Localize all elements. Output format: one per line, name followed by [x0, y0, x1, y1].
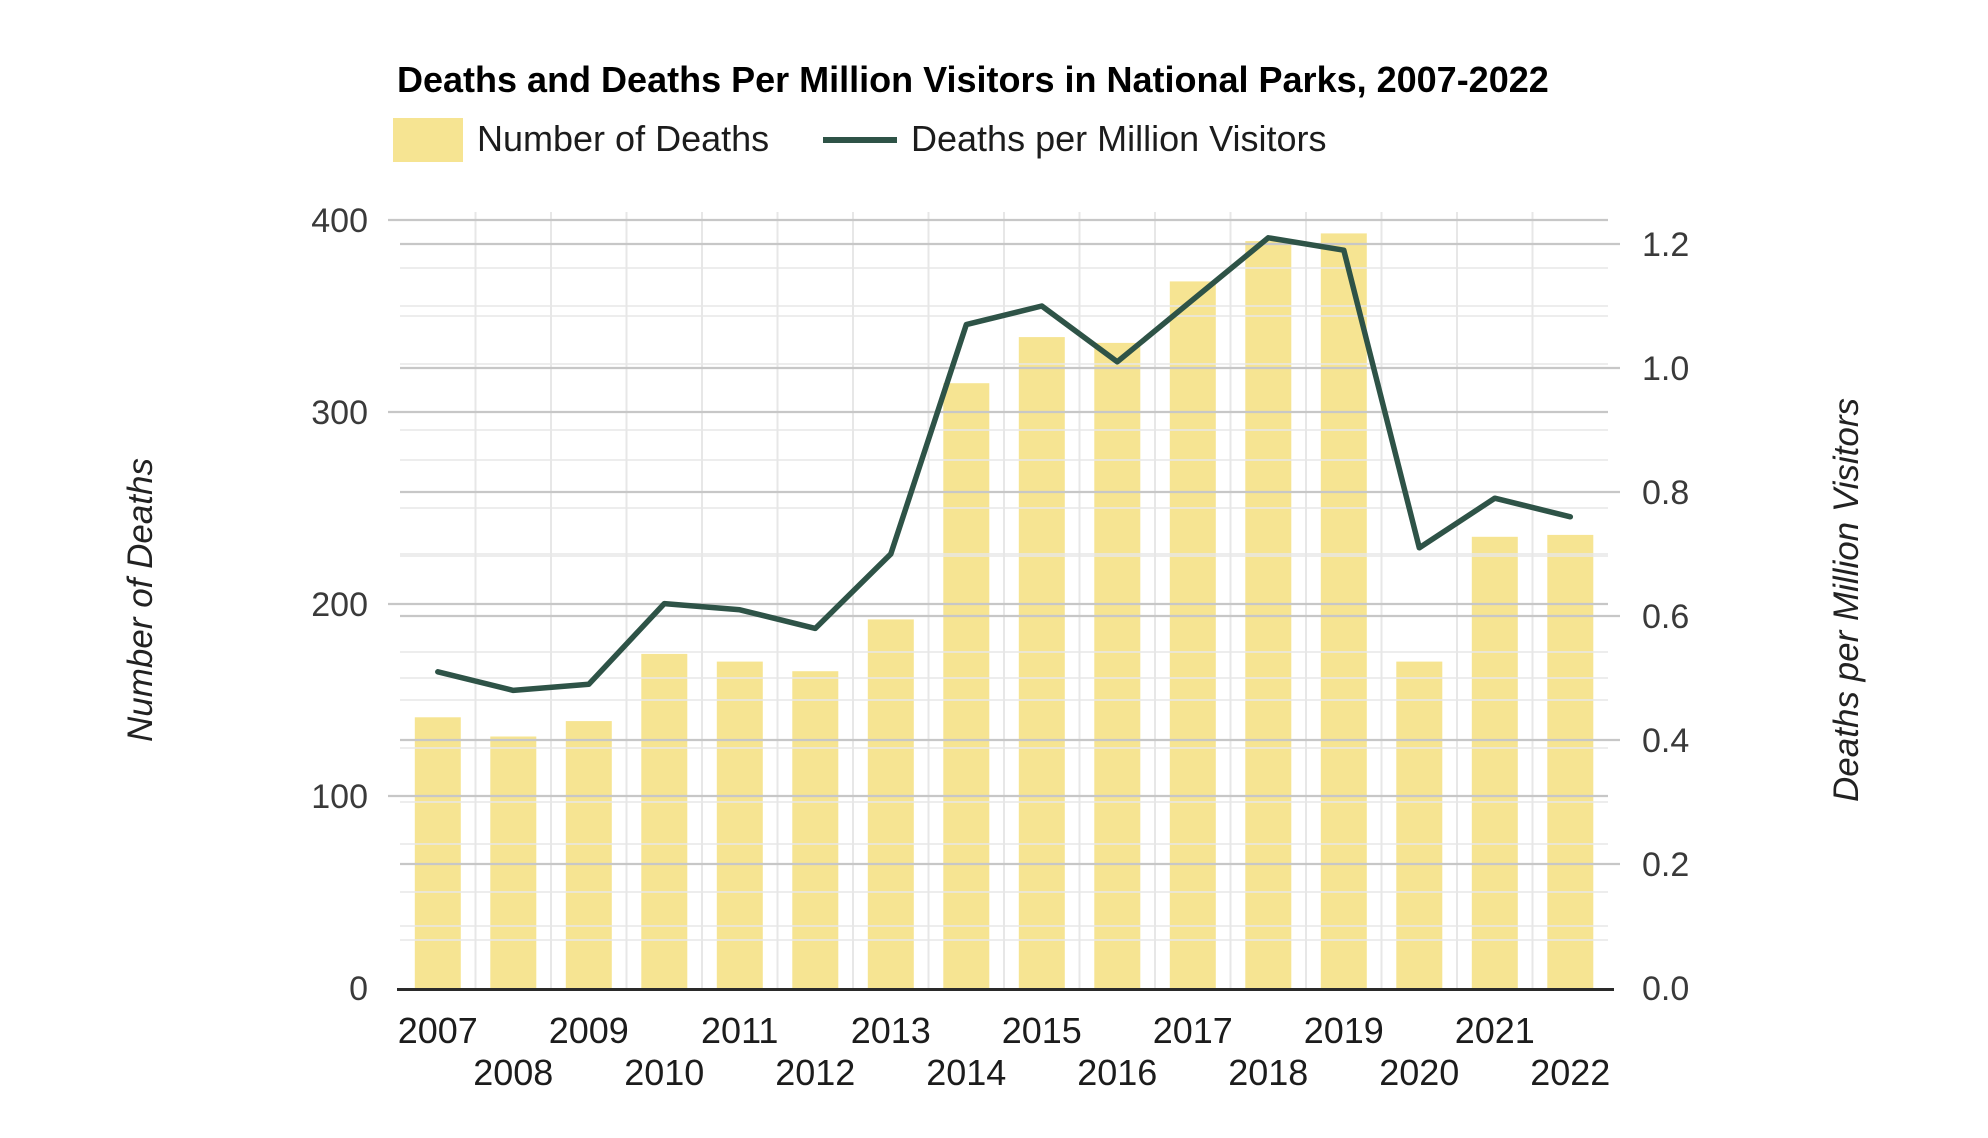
- bar-2010: [641, 653, 688, 988]
- left-axis-tick-label: 200: [311, 586, 368, 624]
- x-axis-year-label: 2007: [398, 1010, 478, 1051]
- legend-bar-label: Number of Deaths: [477, 118, 769, 159]
- bar-2018: [1245, 241, 1292, 989]
- right-axis-tick-label: 1.2: [1642, 226, 1689, 264]
- legend-line-label: Deaths per Million Visitors: [911, 118, 1327, 159]
- x-axis-year-label: 2014: [926, 1052, 1006, 1093]
- x-axis-year-label: 2008: [473, 1052, 553, 1093]
- bar-2008: [490, 736, 537, 988]
- bar-2017: [1169, 281, 1216, 988]
- right-axis-tick-label: 0.2: [1642, 846, 1689, 884]
- right-axis-tick-label: 1.0: [1642, 350, 1689, 388]
- bar-2007: [414, 717, 461, 988]
- deaths-per-million-line: [435, 235, 1574, 694]
- x-axis-year-label: 2013: [851, 1010, 931, 1051]
- legend-bar-swatch: [393, 118, 463, 162]
- x-axis-year-label: 2010: [624, 1052, 704, 1093]
- bar-2021: [1471, 536, 1518, 988]
- right-axis-title: Deaths per Million Visitors: [1827, 398, 1866, 802]
- legend: Number of Deaths Deaths per Million Visi…: [393, 118, 1327, 162]
- right-axis-tick-label: 0.6: [1642, 598, 1689, 636]
- left-axis-tick-label: 400: [311, 202, 368, 240]
- bar-2014: [943, 383, 990, 988]
- right-axis-tick-label: 0.0: [1642, 970, 1689, 1008]
- left-axis-tick-label: 300: [311, 394, 368, 432]
- bar-2009: [565, 721, 612, 988]
- x-axis-year-label: 2018: [1228, 1052, 1308, 1093]
- x-axis-year-label: 2022: [1530, 1052, 1610, 1093]
- bar-2019: [1320, 233, 1367, 988]
- left-axis-title: Number of Deaths: [121, 458, 160, 742]
- x-axis-year-label: 2020: [1379, 1052, 1459, 1093]
- x-axis-year-label: 2012: [775, 1052, 855, 1093]
- chart-title: Deaths and Deaths Per Million Visitors i…: [397, 59, 1549, 100]
- x-axis-year-label: 2019: [1304, 1010, 1384, 1051]
- line-series-layer: [435, 235, 1574, 694]
- bar-2022: [1547, 534, 1594, 988]
- left-axis-tick-label: 100: [311, 778, 368, 816]
- x-axis-year-label: 2015: [1002, 1010, 1082, 1051]
- bar-2011: [716, 661, 763, 988]
- x-axis-year-label: 2017: [1153, 1010, 1233, 1051]
- right-axis-tick-label: 0.8: [1642, 474, 1689, 512]
- right-axis-tick-label: 0.4: [1642, 722, 1689, 760]
- bars-layer: [414, 233, 1594, 989]
- x-axis-year-label: 2021: [1455, 1010, 1535, 1051]
- left-axis-tick-label: 0: [349, 970, 368, 1008]
- gridlines-layer: [388, 212, 1620, 988]
- bar-2013: [867, 619, 914, 988]
- bar-2012: [792, 671, 839, 988]
- bar-2020: [1396, 661, 1443, 988]
- bar-2015: [1018, 337, 1065, 989]
- bar-2016: [1094, 342, 1141, 988]
- tick-labels-layer: 01002003004000.00.20.40.60.81.01.2200720…: [311, 202, 1689, 1093]
- x-axis-year-label: 2011: [701, 1010, 778, 1051]
- x-axis-year-label: 2009: [549, 1010, 629, 1051]
- x-axis-year-label: 2016: [1077, 1052, 1157, 1093]
